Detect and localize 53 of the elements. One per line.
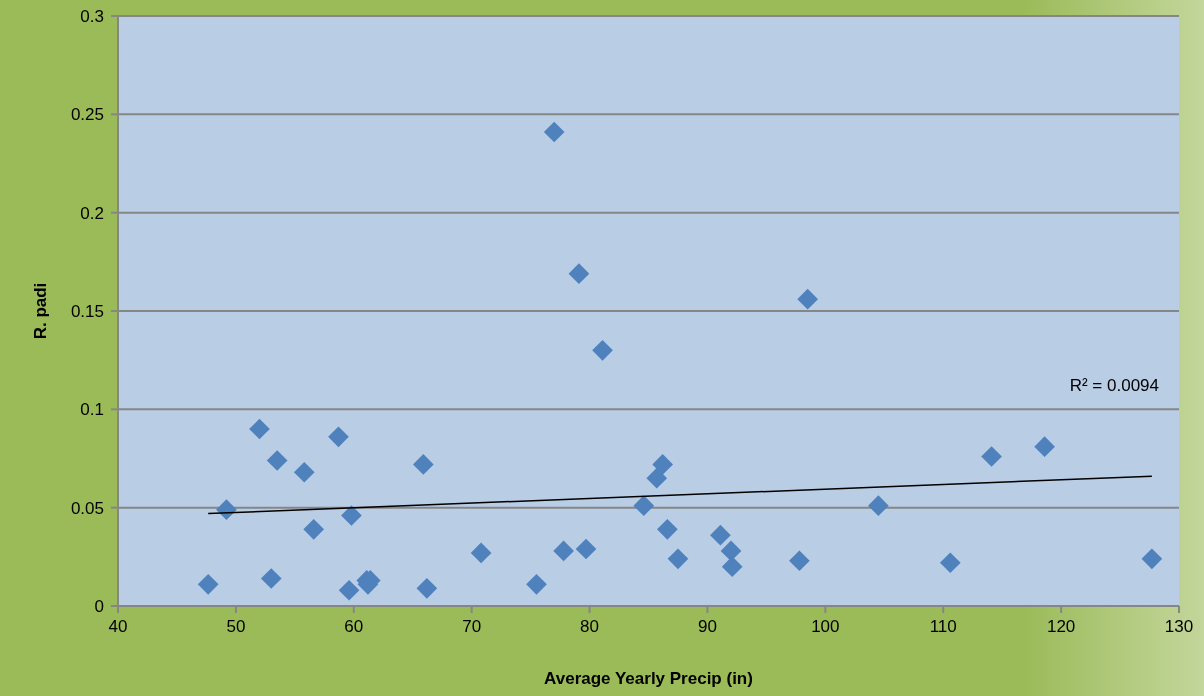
y-axis-title: R. padi (31, 282, 50, 340)
y-tick-label: 0 (94, 597, 104, 616)
point (667, 548, 689, 570)
y-tick-label: 0.3 (80, 7, 104, 26)
point (652, 454, 673, 475)
point (412, 454, 434, 475)
x-tick-label: 90 (697, 617, 717, 636)
point (797, 288, 818, 310)
x-tick-label: 40 (108, 617, 128, 636)
x-tick-label: 100 (811, 617, 840, 636)
point (721, 556, 743, 577)
point (338, 579, 360, 601)
point (657, 518, 678, 540)
point (249, 418, 270, 440)
x-tick-label: 110 (929, 617, 957, 636)
y-tick-label: 0.15 (70, 302, 104, 321)
point (470, 542, 492, 564)
x-tick-label: 60 (344, 617, 364, 636)
x-axis-title: Average Yearly Precip (in) (544, 669, 753, 688)
x-tick-label: 50 (226, 617, 246, 636)
point (1141, 548, 1163, 570)
point (341, 505, 362, 526)
point (939, 552, 961, 574)
point (720, 540, 742, 562)
y-tick-label: 0.05 (70, 498, 104, 518)
x-tick-label: 120 (1046, 617, 1076, 636)
point (260, 568, 282, 589)
y-tick-label: 0.25 (70, 105, 104, 125)
point (575, 538, 597, 560)
point (633, 495, 655, 517)
point (553, 540, 574, 562)
point (592, 340, 613, 361)
point (197, 574, 219, 595)
point (1034, 436, 1055, 458)
x-tick-label: 80 (580, 617, 600, 636)
point (981, 446, 1002, 467)
point (303, 518, 325, 540)
point (789, 550, 810, 572)
y-tick-label: 0.1 (80, 400, 104, 420)
point (543, 121, 565, 143)
annotation: R² = 0.0094 (1069, 376, 1159, 396)
point (526, 574, 547, 595)
y-tick-label: 0.2 (80, 203, 104, 223)
point (266, 450, 288, 471)
x-tick-label: 130 (1164, 617, 1194, 636)
point (328, 426, 349, 448)
point (710, 524, 731, 546)
x-tick-label: 70 (462, 617, 482, 636)
point (646, 467, 668, 489)
point (868, 495, 889, 517)
point (293, 461, 315, 483)
point (416, 577, 438, 599)
point (568, 263, 590, 284)
